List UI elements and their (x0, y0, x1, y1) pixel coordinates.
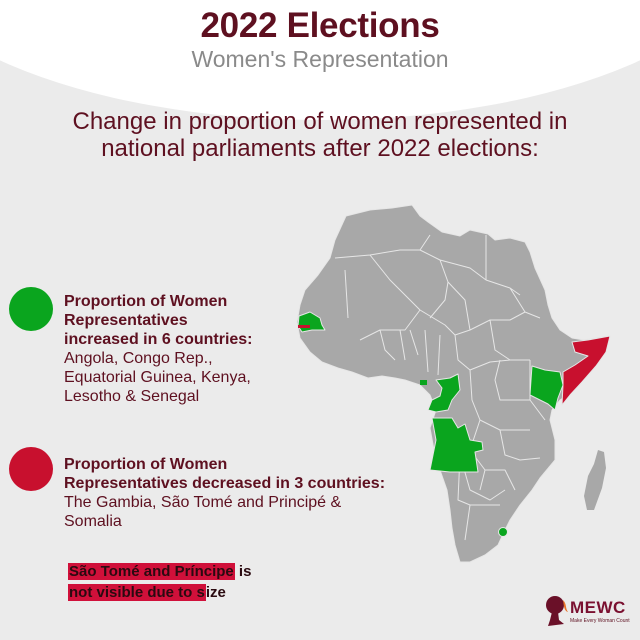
increased-heading-line-1: Proportion of Women (64, 293, 228, 310)
increased-legend-text: Proportion of Women Representatives incr… (64, 292, 253, 406)
lesotho (498, 527, 508, 537)
note-rest-1: is (234, 563, 252, 580)
equatorial-guinea (420, 380, 427, 385)
africa-map (296, 204, 611, 563)
increased-heading-line-2: Representatives (64, 312, 188, 329)
page-title: 2022 Elections (200, 6, 440, 45)
visibility-note: São Tomé and Príncipe is not visible due… (68, 561, 251, 603)
increased-countries-line-3: Lesotho & Senegal (64, 388, 200, 405)
increased-legend-dot (9, 287, 53, 331)
woman-silhouette-icon (546, 596, 568, 626)
madagascar (584, 450, 606, 510)
decreased-legend-text: Proportion of Women Representatives decr… (64, 455, 385, 531)
intro-text: Change in proportion of women represente… (0, 108, 640, 162)
intro-line-2: national parliaments after 2022 election… (101, 135, 539, 162)
somalia (561, 335, 611, 406)
decreased-countries-line-1: The Gambia, São Tomé and Principé & (64, 494, 342, 511)
decreased-heading-line-1: Proportion of Women (64, 456, 228, 473)
note-rest-2: ize (205, 584, 226, 601)
mewc-logo: MEWC Make Every Woman Count (544, 594, 634, 628)
note-highlight-2: not visible due to s (68, 584, 206, 601)
increased-heading-line-3: increased in 6 countries: (64, 331, 253, 348)
the-gambia (298, 325, 310, 328)
logo-tagline: Make Every Woman Count (570, 618, 630, 624)
decreased-heading-line-2: Representatives decreased in 3 countries… (64, 475, 386, 492)
angola (429, 417, 484, 473)
increased-countries-line-2: Equatorial Guinea, Kenya, (64, 369, 251, 386)
intro-line-1: Change in proportion of women represente… (72, 108, 568, 135)
page-subtitle: Women's Representation (191, 46, 449, 72)
decreased-legend-dot (9, 447, 53, 491)
logo-name: MEWC (570, 598, 626, 617)
congo-rep (427, 373, 461, 413)
increased-countries-line-1: Angola, Congo Rep., (64, 350, 213, 367)
kenya (529, 365, 564, 411)
decreased-countries-line-2: Somalia (64, 513, 122, 530)
note-highlight-1: São Tomé and Príncipe (68, 563, 235, 580)
